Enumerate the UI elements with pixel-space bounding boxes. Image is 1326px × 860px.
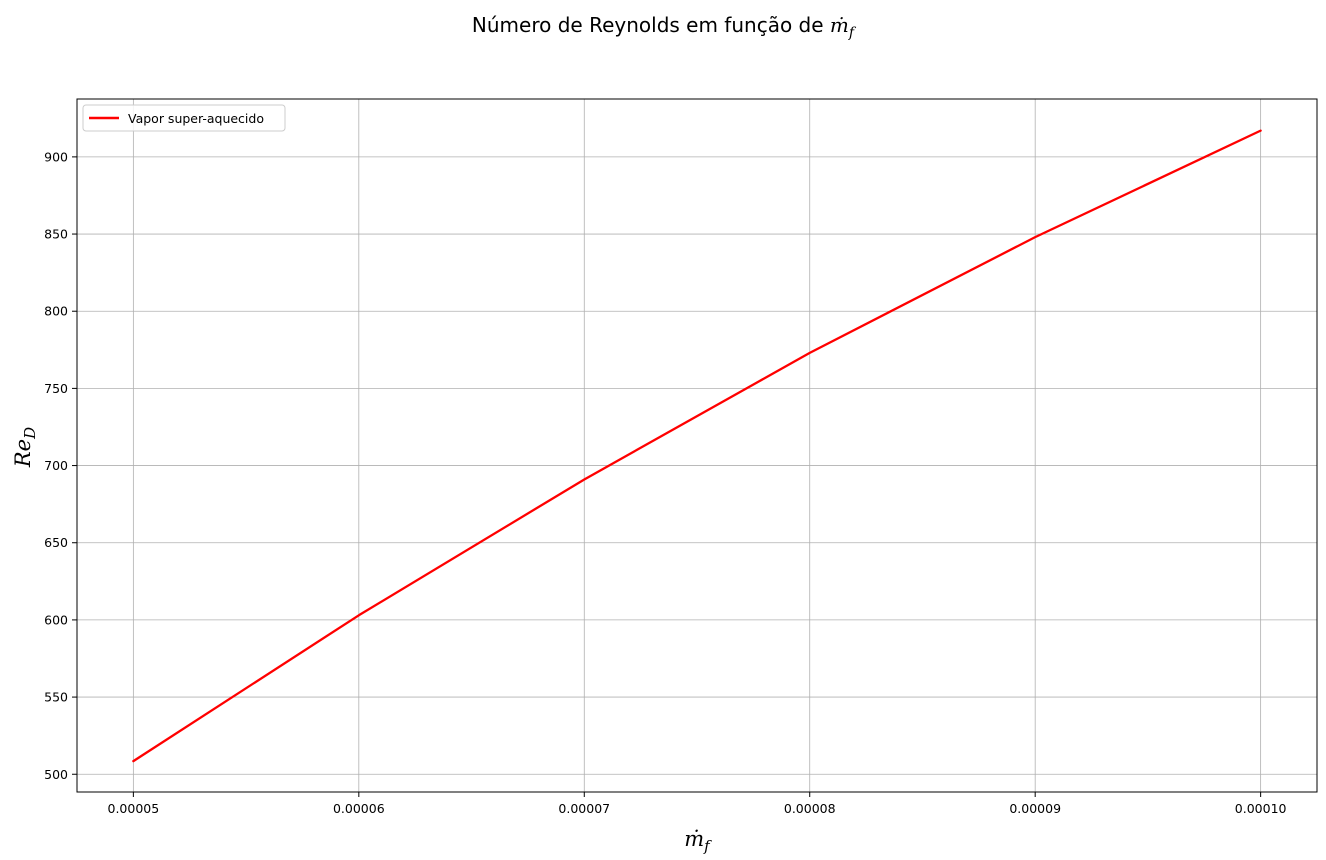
x-tick-label: 0.00007 [558,801,610,816]
x-axis-ticks: 0.00005 0.00006 0.00007 0.00008 0.00009 0.000… [108,792,1287,816]
x-axis-label: ṁf [684,827,712,855]
plot-frame [76,98,1318,793]
y-axis-label: ReD [11,427,39,468]
legend: Vapor super-aquecido [82,104,286,132]
y-tick-label: 600 [44,612,68,627]
y-tick-label: 700 [44,458,68,473]
y-tick-label: 500 [44,767,68,782]
y-tick-label: 750 [44,381,68,396]
y-axis-ticks: 500 550 600 650 700 750 800 850 900 [44,149,77,782]
legend-label: Vapor super-aquecido [128,111,264,126]
y-tick-label: 650 [44,535,68,550]
series-layer [132,129,1262,763]
series-line [132,129,1262,763]
y-tick-label: 550 [44,690,68,705]
x-tick-label: 0.00009 [1009,801,1061,816]
x-tick-label: 0.00010 [1235,801,1287,816]
y-tick-label: 800 [44,304,68,319]
x-tick-label: 0.00005 [108,801,160,816]
x-tick-label: 0.00008 [784,801,836,816]
y-tick-label: 900 [44,149,68,164]
y-tick-label: 850 [44,227,68,242]
chart-title: Número de Reynolds em função de ṁf [472,13,857,41]
x-tick-label: 0.00006 [333,801,385,816]
legend-box [82,104,286,132]
grid [77,99,1317,792]
